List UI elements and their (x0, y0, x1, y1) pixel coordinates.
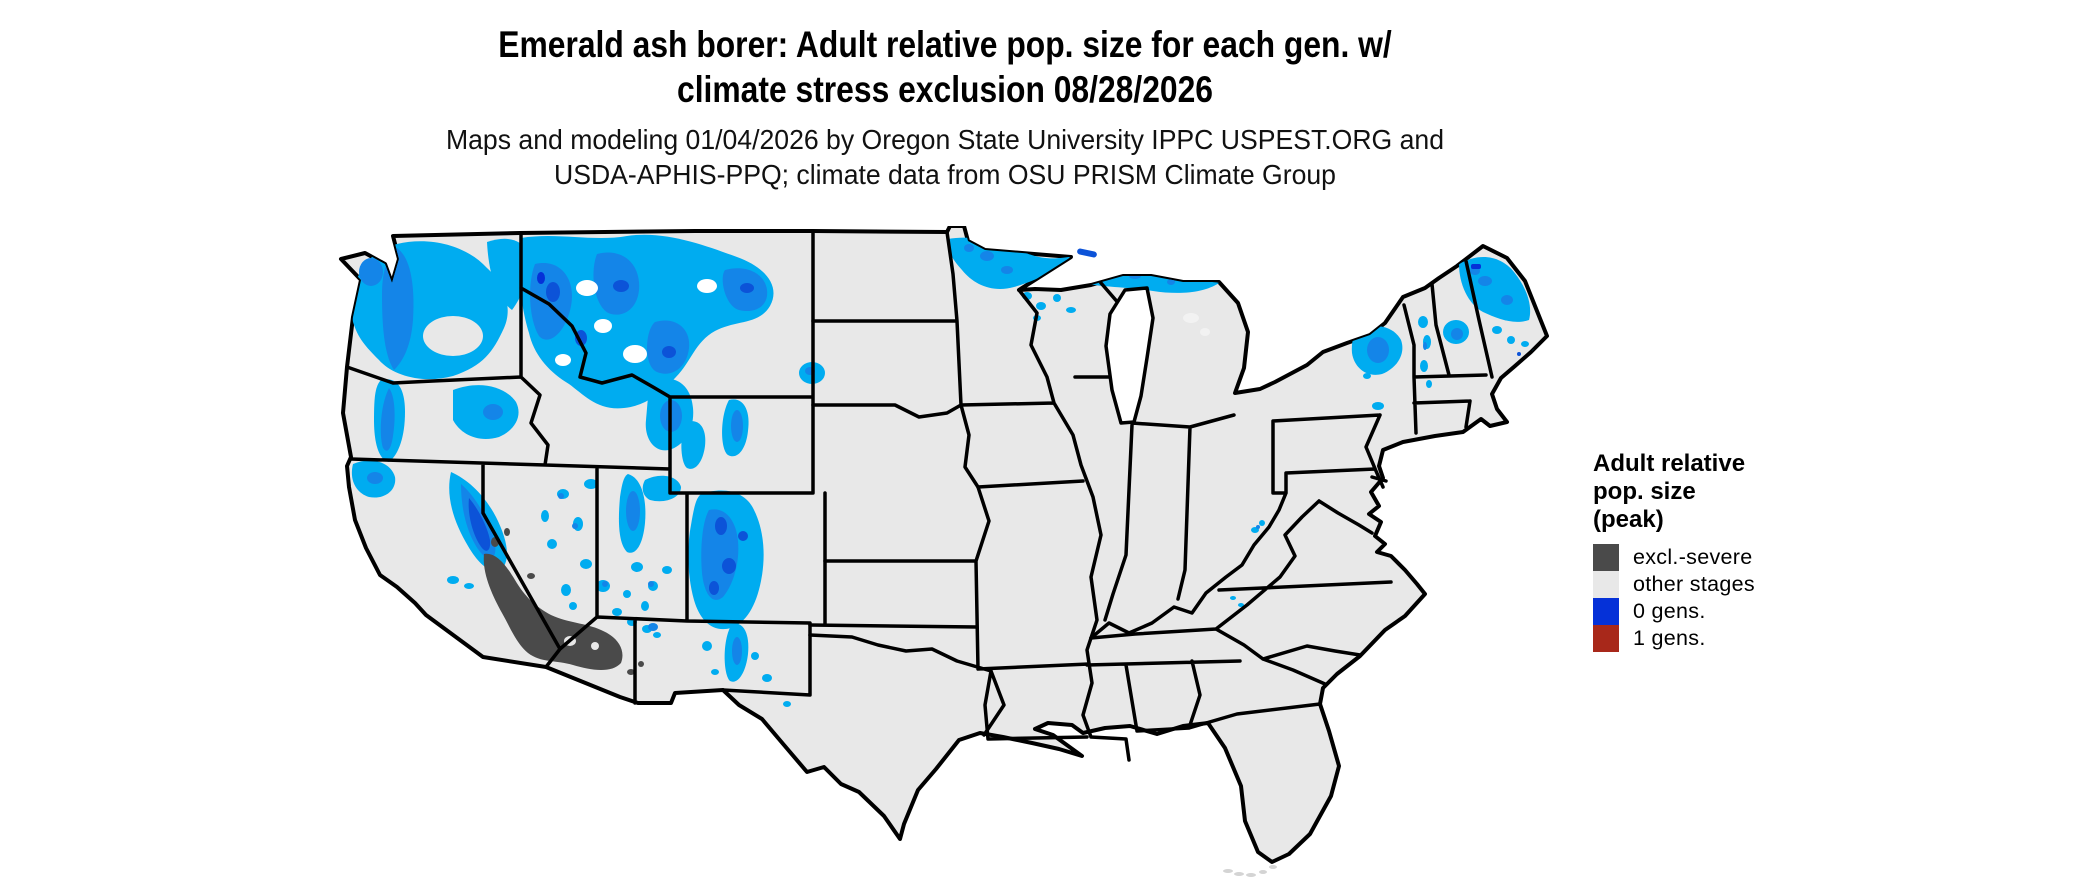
legend-label-other-stages: other stages (1633, 572, 1755, 596)
map-legend: Adult relative pop. size (peak) excl.-se… (1593, 450, 1893, 652)
subtitle-line-2: USDA-APHIS-PPQ; climate data from OSU PR… (554, 159, 1336, 190)
us-map-svg (339, 224, 1549, 877)
state-borders (345, 229, 1494, 762)
florida-keys (1223, 865, 1277, 877)
title-line-1: Emerald ash borer: Adult relative pop. s… (498, 24, 1392, 65)
legend-swatch-excl-severe (1593, 544, 1619, 571)
isle-royale-raster (1077, 248, 1097, 258)
us-map (335, 224, 1550, 880)
legend-label-excl-severe: excl.-severe (1633, 545, 1753, 569)
map-subtitle: Maps and modeling 01/04/2026 by Oregon S… (0, 122, 1890, 192)
legend-title: Adult relative pop. size (peak) (1593, 450, 1746, 533)
legend-swatch-other-stages (1593, 571, 1619, 598)
lake-michigan (1104, 286, 1155, 425)
title-line-2: climate stress exclusion 08/28/2026 (677, 69, 1213, 110)
legend-label-0-gens: 0 gens. (1633, 599, 1706, 623)
legend-item-0-gens: 0 gens. (1593, 598, 1893, 625)
legend-label-1-gens: 1 gens. (1633, 626, 1706, 650)
legend-swatch-0-gens (1593, 598, 1619, 625)
legend-items: excl.-severe other stages 0 gens. 1 gens… (1593, 544, 1893, 652)
map-title: Emerald ash borer: Adult relative pop. s… (0, 22, 1890, 112)
subtitle-line-1: Maps and modeling 01/04/2026 by Oregon S… (445, 124, 1445, 155)
legend-item-1-gens: 1 gens. (1593, 625, 1893, 652)
legend-item-other-stages: other stages (1593, 571, 1893, 598)
legend-swatch-1-gens (1593, 625, 1619, 652)
pop-size-raster-layer (351, 234, 1544, 707)
legend-item-excl-severe: excl.-severe (1593, 544, 1893, 571)
